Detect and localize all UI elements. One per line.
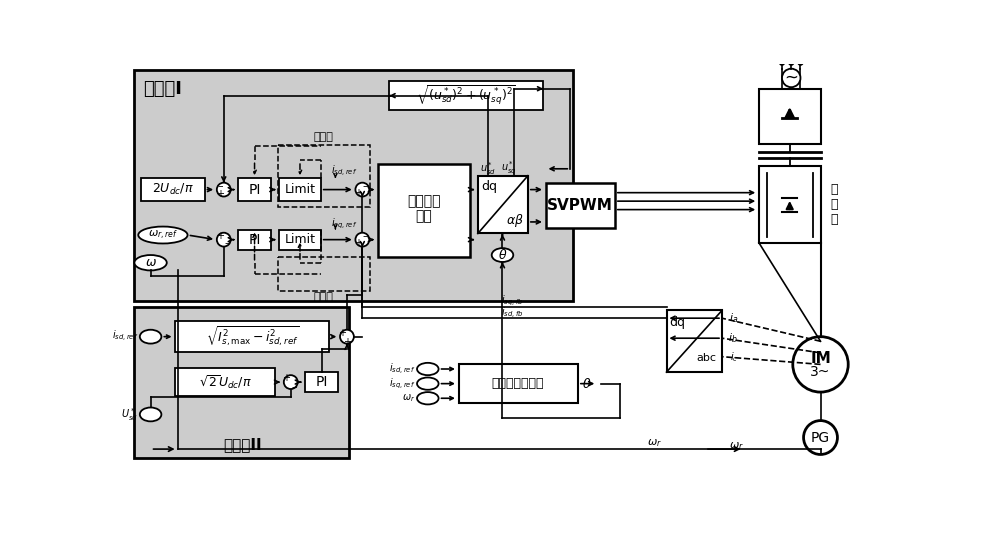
Circle shape [793,336,848,392]
Bar [305,372,338,392]
Ellipse shape [140,407,161,421]
Text: $\sqrt{I_{s,\max}^2-i_{sd,ref}^2}$: $\sqrt{I_{s,\max}^2-i_{sd,ref}^2}$ [206,325,299,349]
Text: Limit: Limit [284,233,315,246]
Circle shape [798,60,803,65]
Text: $u_{sq}^*$: $u_{sq}^*$ [501,160,517,177]
Ellipse shape [134,255,167,270]
Bar [759,166,820,243]
Text: PG: PG [811,430,830,444]
Bar [238,230,271,250]
Text: $\alpha\beta$: $\alpha\beta$ [506,212,524,229]
Text: +: + [354,239,362,248]
Text: $i_a$: $i_a$ [729,311,738,325]
Text: 3~: 3~ [810,365,831,379]
Bar [389,81,543,111]
Text: $i_{sd,ref}$: $i_{sd,ref}$ [112,329,138,344]
Text: +: + [343,337,351,347]
Text: abc: abc [697,353,717,363]
Circle shape [217,183,231,197]
Text: 节器: 节器 [416,209,432,224]
Text: $\omega$: $\omega$ [145,256,157,269]
Bar [238,178,271,201]
Text: $\theta$: $\theta$ [582,376,591,391]
Text: +: + [216,231,224,241]
Text: 控制器I: 控制器I [143,80,182,98]
Bar [459,364,578,403]
Text: PI: PI [315,375,328,389]
Text: $i_b$: $i_b$ [728,331,738,345]
Circle shape [780,60,784,65]
Text: $\sqrt{(u_{sd}^*)^2+(u_{sq}^*)^2}$: $\sqrt{(u_{sd}^*)^2+(u_{sq}^*)^2}$ [416,84,516,107]
Circle shape [782,69,800,87]
Bar [278,145,370,207]
Text: –: – [217,180,223,191]
Ellipse shape [492,248,513,262]
Text: $i_{sq,fb}$: $i_{sq,fb}$ [501,293,524,308]
Text: $\omega_r$: $\omega_r$ [647,437,662,449]
Ellipse shape [417,392,439,404]
Text: $i_{sd,ref}$: $i_{sd,ref}$ [331,164,357,179]
Text: –: – [363,232,368,241]
Text: dq: dq [481,180,497,193]
Text: 抗饱和: 抗饱和 [314,132,334,142]
Text: Limit: Limit [284,183,315,196]
Bar [134,308,349,458]
Ellipse shape [138,226,188,244]
Text: $i_{sq,ref}$: $i_{sq,ref}$ [389,376,415,391]
Text: $\omega_{r,ref}$: $\omega_{r,ref}$ [148,229,178,241]
Text: $\omega_r$: $\omega_r$ [402,392,415,404]
Bar [175,321,329,352]
Text: +: + [282,373,290,383]
Text: 逆
变
器: 逆 变 器 [831,183,838,226]
Text: 控制器II: 控制器II [224,437,262,452]
Text: $u_{sd}^*$: $u_{sd}^*$ [480,160,496,177]
Circle shape [217,233,231,247]
Text: $U_{sd}^*$: $U_{sd}^*$ [121,406,138,423]
Text: $2U_{dc}/\pi$: $2U_{dc}/\pi$ [152,182,194,197]
Bar [175,368,275,396]
Text: $i_c$: $i_c$ [730,350,738,364]
Circle shape [355,183,369,197]
Text: $\theta$: $\theta$ [498,248,507,262]
Circle shape [340,329,354,343]
Text: PI: PI [248,183,261,197]
Text: 抗饱和: 抗饱和 [314,292,334,302]
Text: SVPWM: SVPWM [547,198,613,213]
Bar [378,164,470,256]
Bar [759,89,820,144]
Text: $i_{sq,ref}$: $i_{sq,ref}$ [331,216,357,231]
Text: IM: IM [810,351,831,366]
Text: +: + [216,189,224,199]
Text: $\sqrt{2}U_{dc}/\pi$: $\sqrt{2}U_{dc}/\pi$ [199,373,252,391]
Text: $i_{sd,ref}$: $i_{sd,ref}$ [389,362,415,376]
Text: –: – [225,239,230,248]
Text: PI: PI [248,233,261,247]
Bar [278,256,370,291]
Text: ~: ~ [784,68,798,86]
Text: –: – [363,182,368,192]
Circle shape [355,233,369,247]
Bar [279,230,321,250]
Ellipse shape [140,329,161,343]
Bar [141,178,205,201]
Text: –: – [291,382,297,392]
Bar [546,184,615,228]
Text: +: + [338,328,346,338]
Ellipse shape [417,378,439,390]
Ellipse shape [417,363,439,375]
Text: $i_{sd,fb}$: $i_{sd,fb}$ [501,306,524,321]
Text: dq: dq [669,316,685,328]
Text: +: + [354,189,362,199]
Bar [666,310,722,372]
Text: 转子磁链角计算: 转子磁链角计算 [492,377,544,390]
Bar [279,178,321,201]
Text: $\omega_r$: $\omega_r$ [729,440,744,452]
Bar [134,70,573,301]
Text: 复矢量调: 复矢量调 [407,194,441,208]
Bar [478,176,528,233]
Circle shape [284,375,298,389]
Circle shape [789,60,794,65]
Circle shape [804,421,837,454]
